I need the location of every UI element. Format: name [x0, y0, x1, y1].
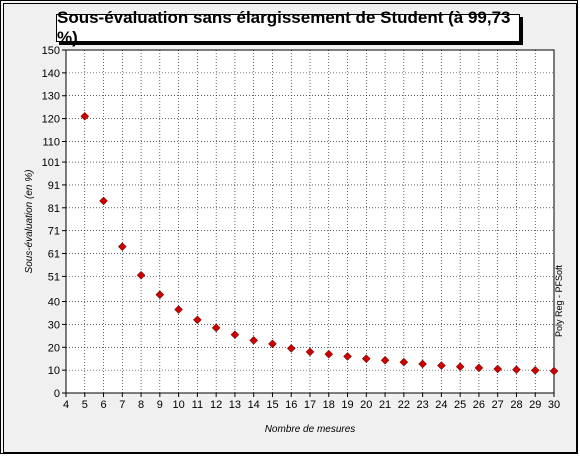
data-point	[512, 365, 521, 375]
x-tick-label: 17	[304, 399, 316, 411]
x-tick-label: 24	[435, 399, 447, 411]
data-point	[155, 290, 165, 300]
x-tick-label: 11	[192, 399, 203, 411]
data-point	[343, 352, 352, 361]
data-point	[117, 242, 127, 252]
y-tick-label: 0	[54, 388, 60, 400]
x-tick-label: 20	[360, 399, 372, 411]
x-tick-label: 21	[379, 399, 391, 411]
x-tick-label: 14	[248, 399, 260, 411]
y-tick-label: 20	[48, 342, 60, 354]
x-tick-label: 25	[454, 399, 466, 411]
x-tick-label: 9	[157, 399, 163, 411]
x-tick-label: 15	[266, 399, 278, 411]
y-tick-label: 130	[42, 91, 60, 103]
y-tick-label: 91	[48, 180, 60, 192]
x-tick-label: 23	[416, 399, 428, 411]
y-tick-label: 40	[48, 297, 60, 309]
x-tick-label: 26	[473, 399, 485, 411]
data-point	[80, 111, 90, 121]
y-tick-label: 140	[42, 68, 60, 80]
chart-title-box: Sous-évaluation sans élargissement de St…	[56, 8, 520, 47]
y-tick-label: 10	[48, 365, 60, 377]
data-point	[211, 323, 221, 333]
data-point	[474, 363, 484, 373]
data-point	[361, 354, 371, 364]
y-tick-label: 71	[48, 226, 60, 238]
x-tick-label: 7	[119, 399, 125, 411]
data-point	[305, 347, 315, 357]
x-tick-label: 28	[510, 399, 522, 411]
y-tick-label: 51	[48, 271, 60, 283]
data-point	[380, 355, 390, 365]
data-point	[437, 361, 446, 370]
data-point	[286, 344, 296, 353]
data-point	[324, 349, 334, 359]
x-tick-label: 19	[341, 399, 353, 411]
x-axis-label: Nombre de mesures	[265, 424, 356, 435]
y-axis-ticks: 0 10 20 30 40 51 61 71 81 91 101 110 120 130 140 150	[42, 45, 66, 400]
x-tick-label: 13	[229, 399, 241, 411]
x-tick-label: 16	[285, 399, 297, 411]
y-tick-label: 150	[42, 45, 60, 57]
watermark: Poly Reg - PFSoft	[554, 264, 564, 337]
data-point	[455, 362, 465, 372]
x-tick-label: 29	[529, 399, 541, 411]
y-tick-label: 30	[48, 319, 60, 331]
data-point	[530, 366, 540, 375]
data-point	[249, 336, 259, 345]
x-tick-label: 5	[82, 399, 88, 411]
x-axis-ticks: 4 5 6 7 8 9 10 11 12 13 14 15 16 17 18 19 20 21 22 23 24 25 26…	[63, 393, 560, 411]
y-tick-label: 120	[42, 114, 60, 126]
y-tick-label: 110	[42, 136, 60, 148]
data-point	[193, 315, 202, 325]
y-tick-label: 101	[42, 157, 60, 169]
data-point	[99, 196, 108, 206]
x-tick-label: 6	[100, 399, 106, 411]
x-tick-label: 18	[323, 399, 335, 411]
x-tick-label: 4	[63, 399, 69, 411]
data-point	[174, 305, 183, 314]
data-point	[418, 359, 427, 369]
data-point	[268, 339, 277, 349]
x-tick-label: 8	[138, 399, 144, 411]
y-tick-label: 81	[48, 203, 60, 215]
x-tick-label: 12	[210, 399, 222, 411]
grid-lines	[66, 50, 554, 393]
data-points	[80, 111, 559, 376]
data-point	[399, 357, 409, 367]
x-tick-label: 30	[548, 399, 560, 411]
y-axis-label: Sous-évaluation (en %)	[24, 170, 35, 274]
x-tick-label: 27	[492, 399, 504, 411]
data-point	[549, 366, 559, 376]
data-point	[230, 330, 240, 340]
y-tick-label: 61	[48, 249, 60, 261]
data-point	[136, 270, 146, 280]
x-tick-label: 10	[172, 399, 184, 411]
data-point	[493, 364, 503, 374]
x-tick-label: 22	[398, 399, 410, 411]
chart-title: Sous-évaluation sans élargissement de St…	[57, 8, 511, 47]
